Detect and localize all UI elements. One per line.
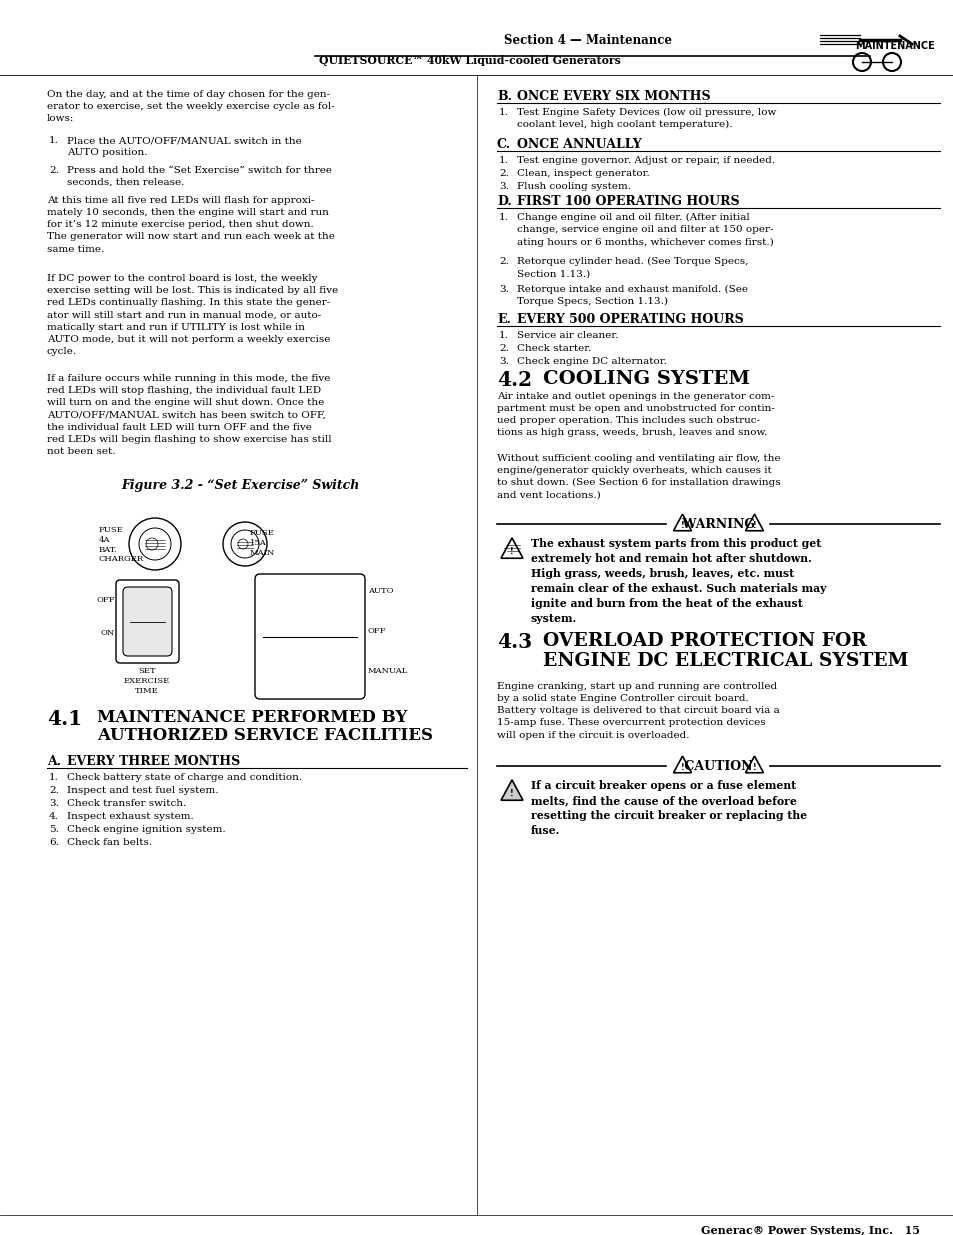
Text: Engine cranking, start up and running are controlled
by a solid state Engine Con: Engine cranking, start up and running ar… xyxy=(497,682,779,740)
Text: Check engine DC alternator.: Check engine DC alternator. xyxy=(517,357,666,366)
Text: Generac® Power Systems, Inc.   15: Generac® Power Systems, Inc. 15 xyxy=(700,1225,919,1235)
Text: FUSE
15A
MAIN: FUSE 15A MAIN xyxy=(250,529,275,557)
FancyBboxPatch shape xyxy=(254,574,365,699)
Text: QUIET​SOURCE™ 40kW Liquid-cooled Generators: QUIET​SOURCE™ 40kW Liquid-cooled Generat… xyxy=(318,54,620,65)
Text: On the day, and at the time of day chosen for the gen-
erator to exercise, set t: On the day, and at the time of day chose… xyxy=(47,90,335,124)
Text: CAUTION: CAUTION xyxy=(679,760,756,773)
Text: Air intake and outlet openings in the generator com-
partment must be open and u: Air intake and outlet openings in the ge… xyxy=(497,391,774,437)
Text: Flush cooling system.: Flush cooling system. xyxy=(517,182,630,191)
Text: Press and hold the “Set Exercise” switch for three
seconds, then release.: Press and hold the “Set Exercise” switch… xyxy=(67,165,332,188)
Text: !: ! xyxy=(510,547,514,556)
Text: !: ! xyxy=(680,762,683,772)
Text: Retorque intake and exhaust manifold. (See
Torque Specs, Section 1.13.): Retorque intake and exhaust manifold. (S… xyxy=(517,285,747,306)
Text: Figure 3.2 - “Set Exercise” Switch: Figure 3.2 - “Set Exercise” Switch xyxy=(121,479,359,492)
Text: 1.: 1. xyxy=(49,773,59,782)
Text: 1.: 1. xyxy=(49,136,59,144)
Text: Change engine oil and oil filter. (After initial
change, service engine oil and : Change engine oil and oil filter. (After… xyxy=(517,212,773,247)
Text: B.: B. xyxy=(497,90,512,103)
Text: !: ! xyxy=(752,520,756,530)
Text: SET
EXERCISE
TIME: SET EXERCISE TIME xyxy=(124,667,170,694)
Text: COOLING SYSTEM: COOLING SYSTEM xyxy=(542,370,749,388)
Text: ON: ON xyxy=(101,629,115,637)
Text: 1.: 1. xyxy=(498,107,508,117)
Text: 3.: 3. xyxy=(498,285,508,294)
Text: Test Engine Safety Devices (low oil pressure, low
coolant level, high coolant te: Test Engine Safety Devices (low oil pres… xyxy=(517,107,776,130)
Text: If DC power to the control board is lost, the weekly
exercise setting will be lo: If DC power to the control board is lost… xyxy=(47,274,338,356)
Text: EVERY THREE MONTHS: EVERY THREE MONTHS xyxy=(67,755,240,768)
Text: Check battery state of charge and condition.: Check battery state of charge and condit… xyxy=(67,773,302,782)
Text: 4.2: 4.2 xyxy=(497,370,532,390)
Text: The exhaust system parts from this product get
extremely hot and remain hot afte: The exhaust system parts from this produ… xyxy=(531,538,825,624)
Text: MAINTENANCE PERFORMED BY: MAINTENANCE PERFORMED BY xyxy=(97,709,407,726)
Text: E.: E. xyxy=(497,312,511,326)
Text: AUTHORIZED SERVICE FACILITIES: AUTHORIZED SERVICE FACILITIES xyxy=(97,727,433,743)
Text: OFF: OFF xyxy=(96,597,115,604)
Text: Check transfer switch.: Check transfer switch. xyxy=(67,799,186,808)
Text: C.: C. xyxy=(497,138,511,151)
Text: A.: A. xyxy=(47,755,61,768)
Text: Inspect exhaust system.: Inspect exhaust system. xyxy=(67,811,193,821)
Text: Without sufficient cooling and ventilating air flow, the
engine/generator quickl: Without sufficient cooling and ventilati… xyxy=(497,454,780,500)
FancyBboxPatch shape xyxy=(123,587,172,656)
Text: Inspect and test fuel system.: Inspect and test fuel system. xyxy=(67,785,218,795)
Text: EVERY 500 OPERATING HOURS: EVERY 500 OPERATING HOURS xyxy=(517,312,743,326)
Text: Check engine ignition system.: Check engine ignition system. xyxy=(67,825,226,834)
Text: Test engine governor. Adjust or repair, if needed.: Test engine governor. Adjust or repair, … xyxy=(517,156,774,165)
Text: 1.: 1. xyxy=(498,212,508,222)
Text: 3.: 3. xyxy=(498,182,508,191)
Text: FIRST 100 OPERATING HOURS: FIRST 100 OPERATING HOURS xyxy=(517,195,739,207)
Text: Check fan belts.: Check fan belts. xyxy=(67,839,152,847)
Text: ONCE EVERY SIX MONTHS: ONCE EVERY SIX MONTHS xyxy=(517,90,710,103)
Text: If a failure occurs while running in this mode, the five
red LEDs will stop flas: If a failure occurs while running in thi… xyxy=(47,374,332,456)
Text: 4.: 4. xyxy=(49,811,59,821)
Text: At this time all five red LEDs will flash for approxi-
mately 10 seconds, then t: At this time all five red LEDs will flas… xyxy=(47,196,335,253)
Text: !: ! xyxy=(752,762,756,772)
Text: ENGINE DC ELECTRICAL SYSTEM: ENGINE DC ELECTRICAL SYSTEM xyxy=(542,652,907,671)
Text: Retorque cylinder head. (See Torque Specs,
Section 1.13.): Retorque cylinder head. (See Torque Spec… xyxy=(517,257,747,278)
Text: !: ! xyxy=(680,520,683,530)
Text: MAINTENANCE: MAINTENANCE xyxy=(854,41,934,51)
Text: Section 4 — Maintenance: Section 4 — Maintenance xyxy=(503,35,671,47)
Text: Check starter.: Check starter. xyxy=(517,345,591,353)
Text: 3.: 3. xyxy=(498,357,508,366)
Text: 4.1: 4.1 xyxy=(47,709,82,729)
Text: 6.: 6. xyxy=(49,839,59,847)
Text: ONCE ANNUALLY: ONCE ANNUALLY xyxy=(517,138,641,151)
Text: AUTO: AUTO xyxy=(368,587,393,595)
FancyBboxPatch shape xyxy=(116,580,179,663)
Text: MANUAL: MANUAL xyxy=(368,667,408,676)
Text: !: ! xyxy=(510,788,514,798)
Text: Place the AUTO/OFF/MANUAL switch in the
AUTO position.: Place the AUTO/OFF/MANUAL switch in the … xyxy=(67,136,301,157)
Text: Service air cleaner.: Service air cleaner. xyxy=(517,331,618,340)
Text: D.: D. xyxy=(497,195,511,207)
Text: 3.: 3. xyxy=(49,799,59,808)
Text: 2.: 2. xyxy=(498,345,508,353)
Text: 4.3: 4.3 xyxy=(497,632,532,652)
Text: 1.: 1. xyxy=(498,156,508,165)
Text: 1.: 1. xyxy=(498,331,508,340)
Text: OFF: OFF xyxy=(368,627,386,635)
Text: FUSE
4A
BAT.
CHARGER: FUSE 4A BAT. CHARGER xyxy=(99,526,144,563)
Text: WARNING: WARNING xyxy=(677,517,759,531)
Text: 2.: 2. xyxy=(49,785,59,795)
Polygon shape xyxy=(500,779,522,800)
Text: If a circuit breaker opens or a fuse element
melts, find the cause of the overlo: If a circuit breaker opens or a fuse ele… xyxy=(531,781,806,836)
Text: 2.: 2. xyxy=(49,165,59,175)
Text: OVERLOAD PROTECTION FOR: OVERLOAD PROTECTION FOR xyxy=(542,632,866,650)
Text: 2.: 2. xyxy=(498,169,508,178)
Text: 2.: 2. xyxy=(498,257,508,266)
Text: Clean, inspect generator.: Clean, inspect generator. xyxy=(517,169,649,178)
Text: 5.: 5. xyxy=(49,825,59,834)
